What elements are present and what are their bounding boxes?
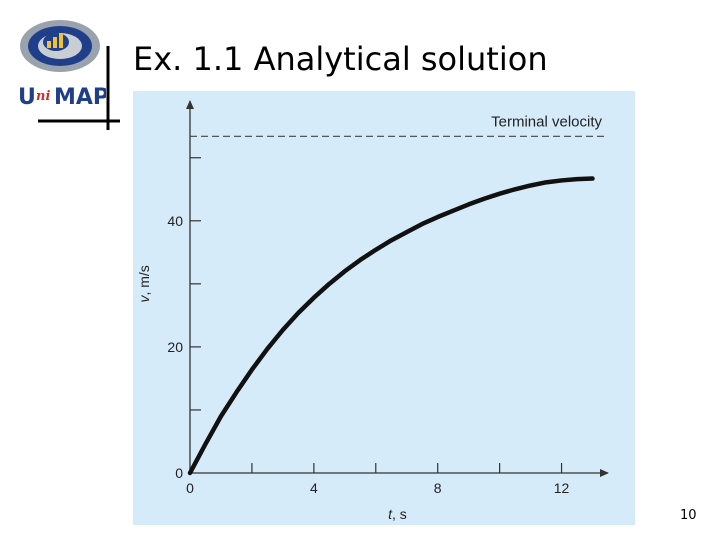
logo-wordmark-ni: ni: [36, 89, 50, 104]
velocity-chart: 0 4 8 12 0 20 40 Terminal velocity t, s v, m/s: [136, 100, 609, 522]
chart-panel: 0 4 8 12 0 20 40 Terminal velocity t, s v, m/s: [133, 91, 635, 525]
logo-bar-2: [53, 37, 57, 48]
unimap-logo: U ni MAP: [18, 20, 106, 110]
logo-bar-3: [59, 33, 63, 48]
logo-wordmark-u: U: [18, 85, 36, 110]
page-number: 10: [680, 508, 697, 523]
x-axis-arrow: [600, 469, 609, 477]
y-tick-label: 40: [167, 213, 183, 229]
x-tick-label: 12: [554, 480, 570, 496]
terminal-velocity-label: Terminal velocity: [491, 113, 602, 130]
slide-title: Ex. 1.1 Analytical solution: [133, 40, 548, 78]
y-tick-label: 20: [167, 339, 183, 355]
x-axis-title: t, s: [388, 506, 407, 522]
x-tick-label: 8: [434, 480, 442, 496]
velocity-curve: [187, 176, 595, 476]
y-tick-label: 0: [175, 465, 183, 481]
y-axis-arrow: [186, 100, 194, 109]
logo-bar-1: [47, 41, 51, 48]
x-tick-label: 0: [186, 480, 194, 496]
y-axis-title: v, m/s: [136, 265, 152, 302]
logo-wordmark-map: MAP: [54, 85, 106, 110]
x-tick-label: 4: [310, 480, 318, 496]
